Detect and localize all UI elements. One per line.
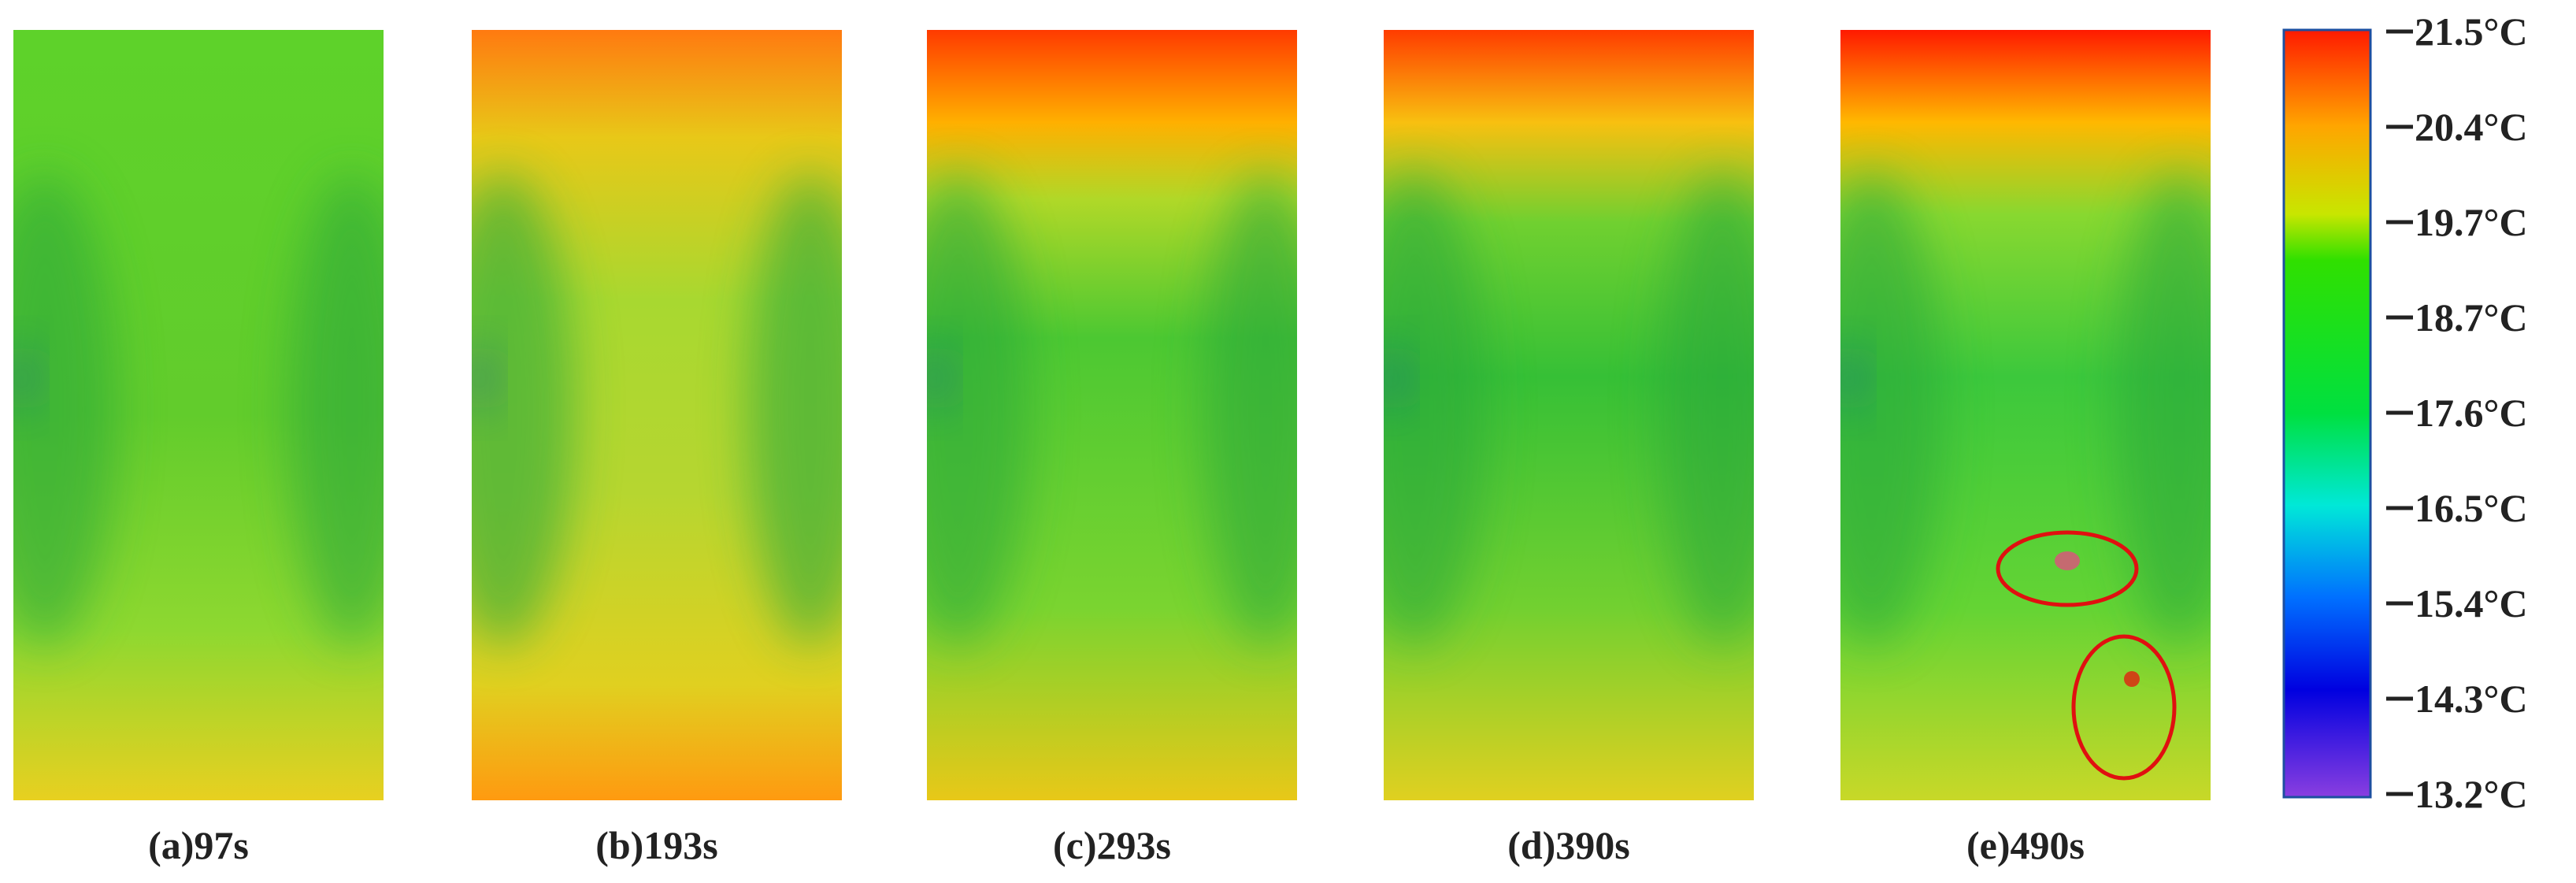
panel-caption: (d)390s (1507, 823, 1630, 867)
cold-spot (13, 347, 35, 410)
tick-label: 14.3°C (2415, 677, 2528, 721)
hot-spot (2055, 551, 2080, 570)
panel-caption: (e)490s (1966, 823, 2085, 867)
cool-region (1659, 173, 1754, 646)
thermal-panel (1384, 30, 1754, 800)
tick-label: 21.5°C (2415, 9, 2528, 54)
cold-spot (472, 347, 494, 410)
tick-label: 19.7°C (2415, 200, 2528, 244)
tick-label: 13.2°C (2415, 772, 2528, 816)
tick-label: 17.6°C (2415, 391, 2528, 435)
hot-spot (2124, 671, 2140, 687)
cold-spot (1384, 347, 1406, 410)
colorbar (2282, 28, 2372, 799)
cold-spot (1840, 347, 1863, 410)
thermal-panel (927, 30, 1297, 800)
tick-label: 15.4°C (2415, 581, 2528, 625)
cool-region (1203, 173, 1297, 646)
cool-region (1840, 173, 1943, 646)
panel-caption: (b)193s (595, 823, 718, 867)
highlight-ellipse (2071, 634, 2177, 781)
thermal-panel (13, 30, 384, 800)
cool-region (289, 173, 384, 646)
highlight-ellipse (1996, 530, 2139, 607)
tick-label: 20.4°C (2415, 105, 2528, 149)
thermal-panels (13, 30, 2211, 800)
panel-caption: (c)293s (1053, 823, 1171, 867)
thermal-panel (472, 30, 842, 800)
cool-region (13, 173, 116, 646)
colorbar-ticks: 21.5°C 20.4°C 19.7°C 18.7°C 17.6°C 16.5°C 15.4… (2386, 9, 2528, 816)
cool-region (1384, 173, 1486, 646)
cool-region (472, 173, 574, 646)
tick-label: 16.5°C (2415, 486, 2528, 530)
cool-region (927, 173, 1029, 646)
thermal-panel (1840, 30, 2211, 800)
tick-label: 18.7°C (2415, 295, 2528, 339)
cool-region (747, 173, 842, 646)
cool-region (2116, 173, 2211, 646)
cold-spot (927, 347, 949, 410)
panel-caption: (a)97s (148, 823, 249, 867)
